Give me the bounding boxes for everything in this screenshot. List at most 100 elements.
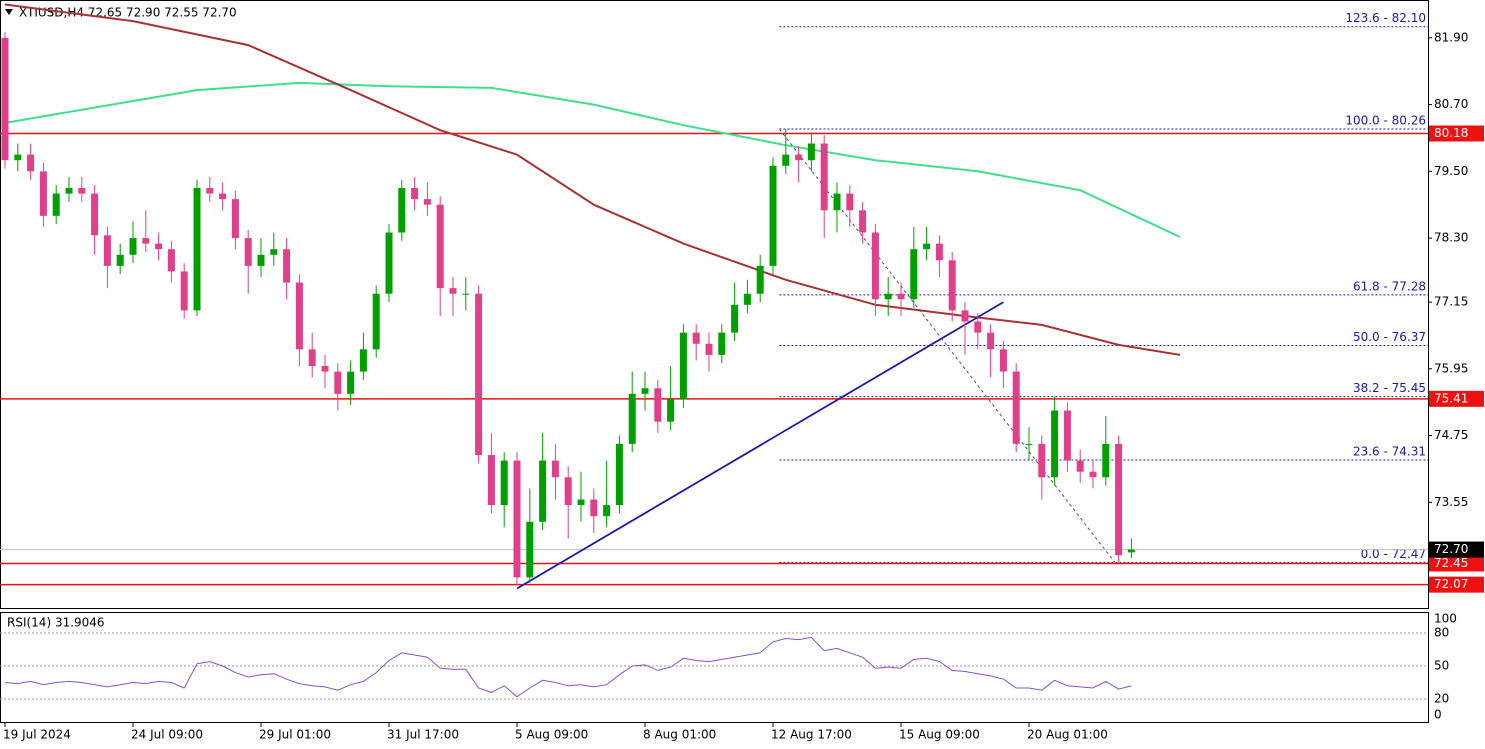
moving-average: [4, 81, 1181, 238]
candle-body: [628, 393, 636, 444]
rsi-line: [4, 636, 1132, 698]
candle-body: [654, 388, 662, 422]
candle-body: [756, 265, 764, 294]
candle-body: [1115, 443, 1123, 556]
fib-label: 61.8 - 77.28: [1353, 279, 1426, 293]
candle-body: [795, 154, 803, 161]
price-label: 75.41: [1434, 391, 1468, 405]
y-tick-label: 75.95: [1434, 361, 1468, 375]
y-tick-label: 77.15: [1434, 295, 1468, 309]
candle-body: [244, 238, 252, 266]
candle-body: [923, 243, 931, 250]
candle-body: [78, 188, 86, 194]
candle-body: [398, 188, 406, 233]
candle-body: [731, 304, 739, 333]
candle-body: [193, 188, 201, 311]
rsi-title: RSI(14) 31.9046: [7, 616, 105, 630]
candle-body: [513, 460, 521, 578]
candle-body: [52, 193, 60, 216]
fib-label: 23.6 - 74.31: [1353, 445, 1426, 459]
y-tick-label: 80.70: [1434, 97, 1468, 111]
candle-body: [39, 171, 47, 216]
candle-body: [999, 349, 1007, 372]
candle-body: [641, 388, 649, 394]
chart-title: XTIUSD,H4 72.65 72.90 72.55 72.70: [19, 6, 237, 20]
candle-body: [987, 332, 995, 350]
candle-body: [321, 366, 329, 372]
candle-body: [283, 249, 291, 283]
candle-body: [833, 193, 841, 211]
candle-body: [500, 460, 508, 506]
candle-body: [475, 293, 483, 456]
candle-body: [615, 443, 623, 506]
candle-body: [359, 349, 367, 372]
candle-body: [718, 332, 726, 355]
price-label-box: [1429, 555, 1484, 572]
candle-body: [347, 371, 355, 394]
rsi-tick-label: 100: [1434, 612, 1457, 626]
candle-body: [667, 399, 675, 422]
candle-body: [1089, 471, 1097, 478]
candle-body: [539, 460, 547, 522]
rsi-tick-label: 0: [1434, 708, 1442, 722]
x-tick-label: 31 Jul 17:00: [387, 728, 459, 742]
moving-average: [4, 3, 1181, 356]
candle-body: [155, 243, 163, 250]
candle-body: [1038, 443, 1046, 478]
fib-label: 0.0 - 72.47: [1361, 547, 1426, 561]
price-label-box: [1429, 541, 1484, 558]
price-label: 72.70: [1434, 542, 1468, 556]
price-label-box: [1429, 125, 1484, 142]
candle-body: [91, 193, 99, 236]
candle-body: [577, 499, 585, 506]
candle-body: [231, 199, 239, 239]
x-tick-label: 20 Aug 01:00: [1027, 728, 1108, 742]
candle-body: [385, 232, 393, 294]
candle-body: [743, 293, 751, 305]
fib-label: 123.6 - 82.10: [1345, 11, 1426, 25]
y-tick-label: 73.55: [1434, 495, 1468, 509]
candle-body: [423, 199, 431, 205]
candle-body: [1102, 443, 1110, 478]
candle-body: [219, 193, 227, 200]
candle-body: [1127, 549, 1135, 553]
candle-body: [603, 505, 611, 517]
rsi-tick-label: 80: [1434, 626, 1449, 640]
price-label: 80.18: [1434, 126, 1468, 140]
candle-body: [487, 455, 495, 506]
candle-body: [782, 154, 790, 166]
candle-body: [807, 143, 815, 161]
fib-label: 38.2 - 75.45: [1353, 381, 1426, 395]
candle-body: [974, 321, 982, 333]
rsi-panel: [0, 612, 1429, 723]
candle-body: [372, 293, 380, 350]
y-tick-label: 74.75: [1434, 428, 1468, 442]
candle-body: [1025, 443, 1033, 445]
y-tick-label: 81.90: [1434, 30, 1468, 44]
x-tick-label: 8 Aug 01:00: [643, 728, 716, 742]
candle-body: [449, 288, 457, 294]
price-label: 72.07: [1434, 577, 1468, 591]
candle-body: [129, 238, 137, 255]
candle-body: [705, 343, 713, 355]
y-tick-label: 78.30: [1434, 231, 1468, 245]
candle-body: [308, 349, 316, 367]
candle-body: [334, 371, 342, 394]
candle-body: [167, 249, 175, 272]
x-tick-label: 12 Aug 17:00: [771, 728, 852, 742]
candle-body: [142, 238, 150, 244]
candle-body: [206, 188, 214, 194]
candle-body: [65, 188, 73, 194]
candle-body: [679, 332, 687, 400]
candle-body: [1051, 410, 1059, 478]
candle-body: [116, 254, 124, 266]
x-tick-label: 24 Jul 09:00: [131, 728, 203, 742]
candle-body: [526, 521, 534, 578]
candle-body: [846, 193, 854, 211]
trendline: [516, 301, 1004, 590]
candle-body: [871, 232, 879, 300]
candle-body: [103, 235, 111, 266]
candle-body: [897, 293, 905, 300]
candle-body: [769, 165, 777, 266]
